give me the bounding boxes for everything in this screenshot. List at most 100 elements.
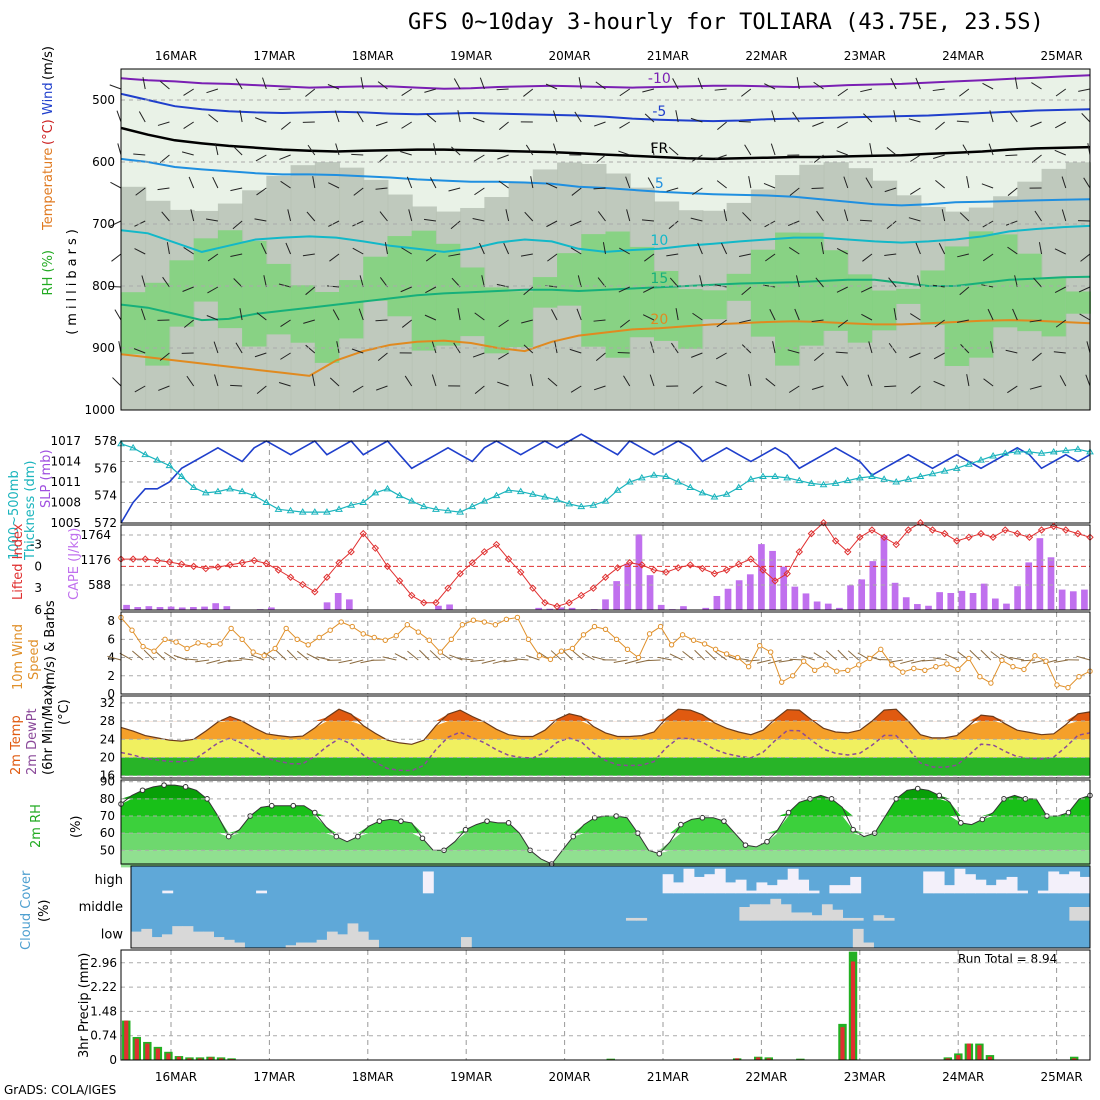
wind-speed-tick: 0 xyxy=(107,687,115,701)
rh-point xyxy=(484,818,490,824)
cloud-cell xyxy=(172,926,184,948)
wind-barb xyxy=(312,176,316,189)
rh-label: RH (%) xyxy=(41,250,56,295)
cloud-cell xyxy=(151,937,163,948)
bottom-day-tick: 20MAR xyxy=(549,1070,591,1084)
isotherm-line xyxy=(120,74,1091,90)
wind-barb xyxy=(843,209,849,222)
wind-barb xyxy=(256,187,267,196)
wind-barb xyxy=(959,286,970,296)
wind-barb xyxy=(119,652,133,661)
cape-bar xyxy=(268,607,275,610)
panel-frame xyxy=(120,524,1091,611)
wind-barb xyxy=(837,121,848,129)
wind-speed-point xyxy=(1043,658,1049,664)
lifted-index-point xyxy=(1037,526,1046,534)
cape-bar xyxy=(1025,562,1033,610)
wind-barb xyxy=(328,182,340,189)
thickness-point xyxy=(395,491,404,499)
cloud-cell xyxy=(203,931,214,948)
cape-bar xyxy=(1003,603,1010,610)
cloud-cell xyxy=(1058,874,1070,894)
wind-barb xyxy=(1081,112,1091,123)
wind-speed-point xyxy=(327,627,333,633)
wind-barb xyxy=(135,187,146,196)
wind-barb xyxy=(280,352,291,360)
mb-tick: 700 xyxy=(92,217,115,231)
wind-barb xyxy=(474,385,485,394)
convective-precip-bar xyxy=(155,1048,160,1060)
rh-shade-moist xyxy=(847,274,873,343)
wind-barb xyxy=(133,348,146,354)
wind-barb xyxy=(377,352,388,361)
wind-barb xyxy=(669,653,683,661)
rh-band xyxy=(121,785,1090,799)
wind-barb xyxy=(239,110,243,123)
bottom-day-tick: 22MAR xyxy=(745,1070,787,1084)
wind-barb xyxy=(335,143,340,156)
thickness-point xyxy=(553,495,561,503)
wind-barb xyxy=(1020,659,1035,662)
lifted-index-point xyxy=(238,559,246,567)
thickness-point xyxy=(589,501,598,508)
cloud-cell xyxy=(760,904,771,921)
wind-barb xyxy=(642,88,655,93)
lifted-index-point xyxy=(1074,529,1082,538)
wind-barb xyxy=(375,121,388,127)
thickness-point xyxy=(177,472,186,480)
wind-barb xyxy=(429,650,441,661)
cloud-cell xyxy=(725,882,737,894)
cloud-cell xyxy=(1069,907,1081,921)
wind-barb xyxy=(982,82,994,90)
rh-shade-moist xyxy=(1017,253,1043,332)
wind-barb xyxy=(980,649,992,661)
wind-barb xyxy=(668,146,679,156)
wind-barb xyxy=(721,242,728,255)
wind-barb xyxy=(572,650,584,661)
lifted-index-tick: -3 xyxy=(30,538,42,552)
wind-barb xyxy=(183,121,194,129)
wind-barb xyxy=(990,341,994,354)
wind-ylabel: 10m Wind Speed (m/s) & Barbs xyxy=(11,600,58,690)
slp-tick: 1011 xyxy=(50,475,81,489)
wind-barb xyxy=(690,217,703,222)
rh-point xyxy=(505,820,512,826)
wind-barb xyxy=(867,374,873,387)
wind-barb xyxy=(969,649,981,661)
wind-barb xyxy=(772,341,776,354)
wind-barb xyxy=(771,110,776,123)
wind-speed-point xyxy=(734,654,741,661)
wind-barb xyxy=(230,384,243,387)
cape-bar xyxy=(925,605,932,610)
cloud-cell xyxy=(182,926,194,948)
cloud-cell xyxy=(683,868,695,894)
wind-barb xyxy=(1085,374,1091,387)
wind-barb xyxy=(303,319,315,324)
lifted-index-point xyxy=(613,564,622,572)
rh-point xyxy=(462,826,469,833)
wind-barb xyxy=(801,655,815,661)
wind-barb xyxy=(813,81,824,90)
wind-barb xyxy=(280,319,291,327)
lifted-index-line xyxy=(121,521,1091,607)
wind-barb xyxy=(1053,351,1066,354)
wind-barb xyxy=(336,341,340,354)
wind-barb xyxy=(424,88,437,93)
wind-barb xyxy=(429,177,437,189)
wind-barb xyxy=(278,283,291,288)
wind-speed-point xyxy=(668,642,675,648)
convective-precip-bar xyxy=(124,1020,129,1060)
lifted-index-tick: 0 xyxy=(34,559,42,573)
wind-barb xyxy=(233,146,243,156)
wind-barb xyxy=(254,352,267,358)
rh-shade-moist xyxy=(387,236,413,317)
thickness-point xyxy=(456,508,465,515)
wind-barb xyxy=(716,180,727,189)
wind-barb xyxy=(338,659,353,664)
wind-barb xyxy=(472,352,485,358)
wind-barb xyxy=(523,286,534,296)
rh-2m-label: 2m RH xyxy=(29,804,44,848)
wind-speed-point xyxy=(558,648,565,654)
wind-barb xyxy=(166,242,170,255)
wind-speed-tick: 2 xyxy=(107,669,115,683)
